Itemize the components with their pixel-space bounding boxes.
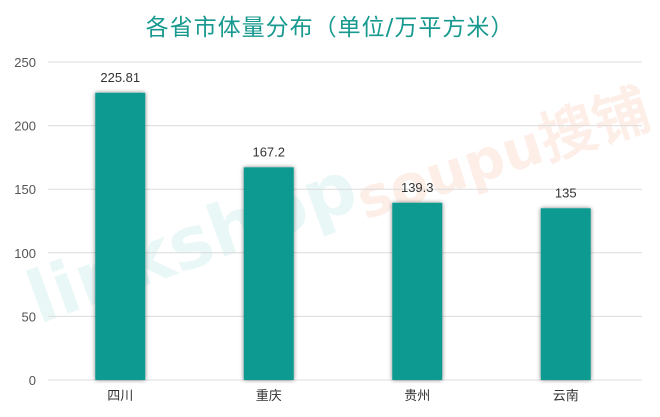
chart-title: 各省市体量分布（单位/万平方米） bbox=[145, 15, 515, 41]
data-label: 167.2 bbox=[252, 144, 285, 159]
y-tick-label: 150 bbox=[14, 182, 36, 197]
y-tick-label: 250 bbox=[14, 55, 36, 70]
bar-云南 bbox=[540, 208, 591, 380]
x-tick-label: 重庆 bbox=[256, 388, 282, 404]
bar-重庆 bbox=[243, 167, 294, 380]
x-tick-label: 贵州 bbox=[404, 389, 430, 404]
data-label: 139.3 bbox=[401, 180, 434, 195]
bar-四川 bbox=[95, 92, 146, 380]
y-tick-label: 50 bbox=[22, 309, 36, 324]
x-tick-label: 四川 bbox=[107, 389, 133, 404]
x-tick-label: 云南 bbox=[553, 388, 579, 404]
y-tick-label: 0 bbox=[29, 373, 36, 388]
data-label: 225.81 bbox=[100, 70, 140, 85]
y-tick-label: 200 bbox=[14, 119, 36, 134]
y-tick-label: 100 bbox=[14, 246, 36, 261]
bar-贵州 bbox=[392, 202, 443, 380]
data-label: 135 bbox=[555, 185, 577, 200]
